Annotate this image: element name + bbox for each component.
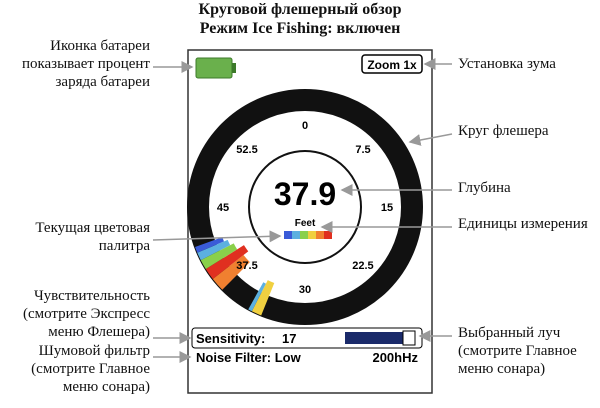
- flasher-segment: [205, 245, 249, 280]
- dial-label: 0: [302, 120, 308, 132]
- callout-left: Текущая цветовая: [35, 220, 150, 236]
- flasher-segment: [248, 282, 266, 312]
- callout-right: Выбранный луч: [458, 325, 561, 341]
- flasher-segment: [197, 239, 231, 261]
- callout-right: Единицы измерения: [458, 216, 588, 232]
- battery-icon: [195, 57, 233, 79]
- sensitivity-value: 17: [282, 331, 296, 346]
- dial-label: 15: [381, 202, 393, 214]
- callout-left: показывает процент: [22, 56, 150, 72]
- zoom-label: Zoom 1x: [367, 58, 417, 72]
- sensitivity-bar: [345, 332, 403, 344]
- callout-left: меню Флешера): [48, 324, 150, 340]
- title: Круговой флешерный обзор: [199, 1, 402, 18]
- callout-right: Глубина: [458, 180, 511, 196]
- beam: 200hHz: [372, 350, 418, 365]
- callout-left: (смотрите Экспресс: [23, 306, 150, 322]
- dial-label: 22.5: [352, 260, 373, 272]
- dial-label: 45: [217, 202, 229, 214]
- flasher-segment: [200, 243, 238, 270]
- callout-left: Шумовой фильтр: [39, 343, 150, 359]
- flasher-segment: [251, 280, 275, 316]
- arrows: [152, 58, 453, 363]
- callout-left: палитра: [99, 238, 151, 254]
- noise-filter: Noise Filter: Low: [196, 350, 302, 365]
- flasher-segment: [195, 237, 224, 253]
- dial-label: 37.5: [236, 260, 257, 272]
- callout-left: Иконка батареи: [50, 38, 150, 54]
- subtitle: Режим Ice Fishing: включен: [200, 20, 401, 37]
- zoom-box: [361, 54, 423, 74]
- depth: 37.9: [274, 176, 336, 212]
- dial-label: 30: [299, 284, 311, 296]
- dial-label: 52.5: [236, 144, 257, 156]
- callout-left: (смотрите Главное: [31, 361, 150, 377]
- palette-bar: [284, 231, 332, 239]
- sensitivity-label: Sensitivity:: [196, 331, 265, 346]
- callout-right: (смотрите Главное: [458, 343, 577, 359]
- dial-label: 7.5: [355, 144, 370, 156]
- callout-left: Чувствительность: [34, 288, 150, 304]
- battery-tip: [232, 63, 236, 73]
- units: Feet: [295, 218, 316, 229]
- callout-left: заряда батареи: [55, 74, 150, 90]
- callout-right: меню сонара): [458, 361, 545, 377]
- flasher-ring: [187, 89, 423, 325]
- callout-left: меню сонара): [63, 379, 150, 395]
- flasher-segment: [212, 255, 250, 290]
- sensitivity-slider: [402, 330, 416, 346]
- callout-right: Круг флешера: [458, 123, 549, 139]
- callout-right: Установка зума: [458, 56, 556, 72]
